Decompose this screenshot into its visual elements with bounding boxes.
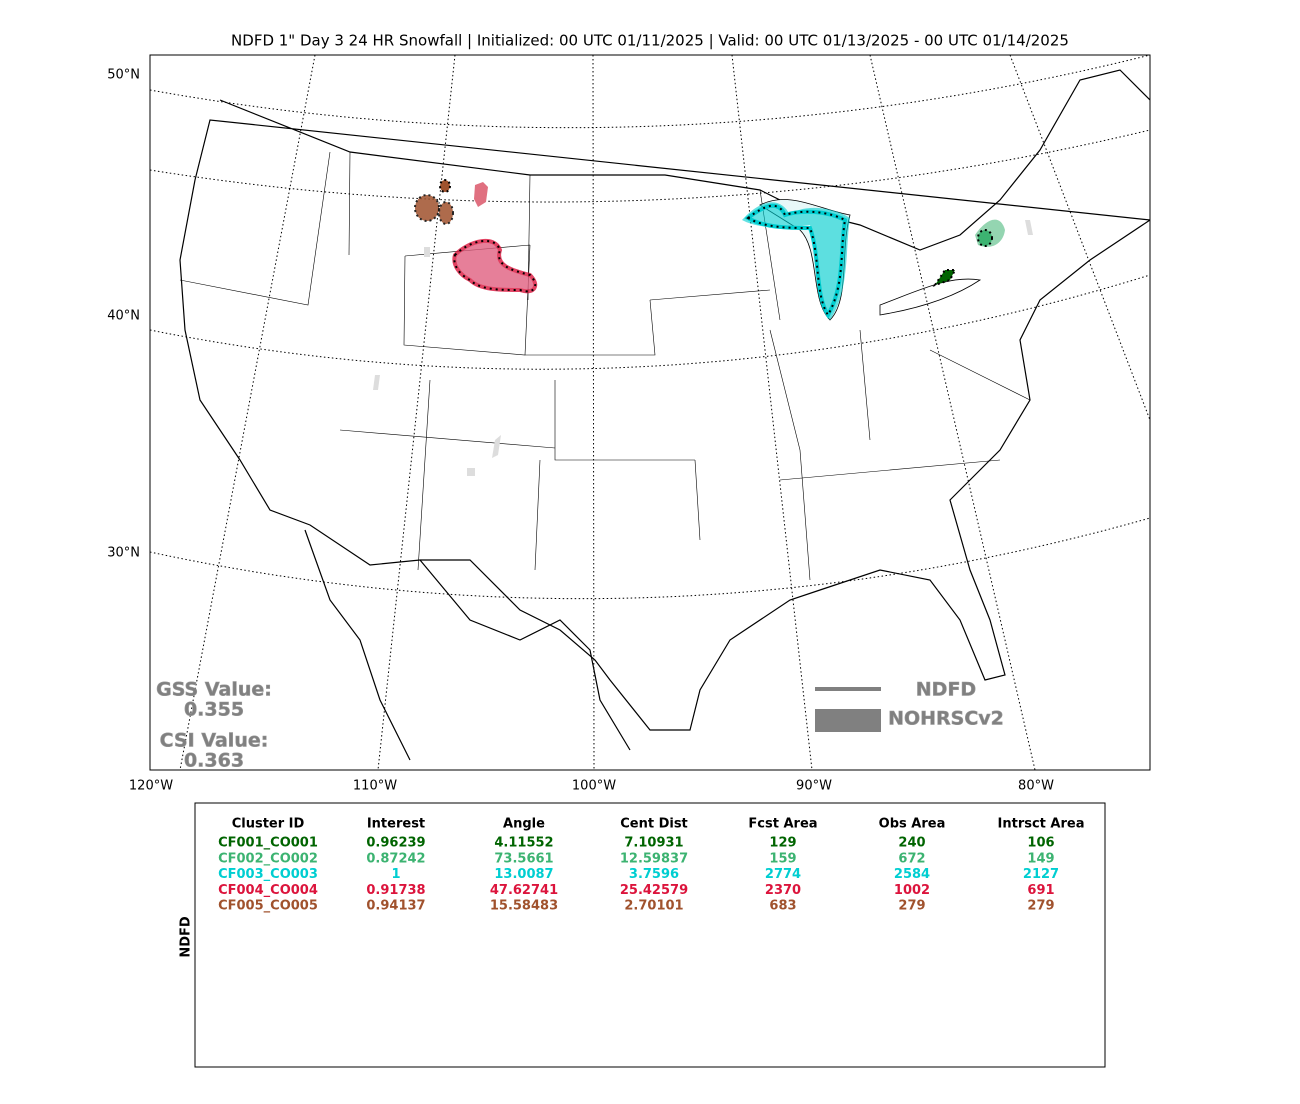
gss-label: GSS Value: bbox=[156, 679, 272, 701]
map: 50°N 40°N 30°N 120°W 110°W 100°W 90°W 80… bbox=[107, 54, 1151, 794]
table-cell: 25.42579 bbox=[620, 883, 688, 898]
column-header: Obs Area bbox=[879, 817, 946, 832]
table-cell: 7.10931 bbox=[624, 836, 683, 851]
table-side-label: NDFD bbox=[179, 916, 194, 958]
column-header: Cluster ID bbox=[232, 817, 305, 832]
lat-label: 30°N bbox=[107, 546, 140, 561]
column-header: Intrsct Area bbox=[998, 817, 1085, 832]
table-cell: 106 bbox=[1027, 836, 1054, 851]
table-cell: CF003_CO003 bbox=[218, 867, 318, 882]
legend-label: NOHRSCv2 bbox=[888, 708, 1004, 730]
legend-label: NDFD bbox=[916, 679, 976, 701]
column-header: Interest bbox=[367, 817, 425, 832]
state-lines bbox=[179, 151, 1031, 581]
clusters bbox=[414, 179, 1005, 320]
latitude-line bbox=[150, 274, 1150, 370]
longitude-line bbox=[377, 55, 456, 770]
gss-value: 0.355 bbox=[184, 699, 244, 721]
latitude-line bbox=[150, 129, 1150, 203]
table-cell: 1002 bbox=[894, 883, 930, 898]
table-cell: 13.0087 bbox=[494, 867, 553, 882]
table-cell: 3.7596 bbox=[629, 867, 679, 882]
table-cell: 12.59837 bbox=[620, 851, 688, 866]
table-cell: 2774 bbox=[765, 867, 801, 882]
fcst-area bbox=[414, 194, 440, 222]
legend-patch bbox=[815, 709, 881, 732]
table-cell: 0.91738 bbox=[366, 883, 425, 898]
lake-erie bbox=[879, 278, 982, 316]
table-cell: 2.70101 bbox=[624, 899, 683, 914]
fcst-area bbox=[438, 201, 454, 225]
latitude-line bbox=[150, 517, 1150, 600]
table-cell: 2370 bbox=[765, 883, 801, 898]
lon-label: 120°W bbox=[129, 779, 173, 794]
table-cell: 1 bbox=[391, 867, 400, 882]
table-cell: 240 bbox=[898, 836, 925, 851]
us-outline bbox=[179, 69, 1150, 731]
table-cell: CF002_CO002 bbox=[218, 851, 318, 866]
table-cell: 149 bbox=[1027, 851, 1054, 866]
obs-area bbox=[474, 182, 488, 207]
lat-label: 50°N bbox=[107, 68, 140, 83]
fcst-area bbox=[977, 229, 993, 247]
fcst-area-dots bbox=[453, 240, 537, 293]
table-cell: 683 bbox=[769, 899, 796, 914]
lon-label: 80°W bbox=[1018, 779, 1054, 794]
longitude-line bbox=[731, 55, 813, 770]
map-title: NDFD 1" Day 3 24 HR Snowfall | Initializ… bbox=[231, 32, 1069, 50]
table-cell: 2584 bbox=[894, 867, 930, 882]
stats-table: NDFD Cluster ID Interest Angle Cent Dist Fcs… bbox=[179, 802, 1106, 1068]
table-cell: CF005_CO005 bbox=[218, 899, 318, 914]
table-cell: 279 bbox=[898, 899, 925, 914]
lon-label: 110°W bbox=[353, 779, 397, 794]
table-frame bbox=[194, 802, 1106, 1068]
table-cell: 4.11552 bbox=[494, 836, 553, 851]
table-cell: 672 bbox=[898, 851, 925, 866]
table-cell: 159 bbox=[769, 851, 796, 866]
table-cell: 0.94137 bbox=[366, 899, 425, 914]
column-header: Cent Dist bbox=[620, 817, 688, 832]
table-cell: 279 bbox=[1027, 899, 1054, 914]
map-frame bbox=[149, 54, 1151, 771]
lon-label: 100°W bbox=[572, 779, 616, 794]
column-header: Fcst Area bbox=[748, 817, 817, 832]
fcst-area bbox=[932, 269, 957, 287]
fcst-area bbox=[744, 203, 848, 319]
table-cell: 47.62741 bbox=[490, 883, 558, 898]
lon-label: 90°W bbox=[796, 779, 832, 794]
table-cell: 73.5661 bbox=[494, 851, 553, 866]
longitude-line bbox=[179, 55, 316, 770]
latitude-line bbox=[150, 55, 1150, 129]
longitude-line bbox=[869, 55, 1036, 770]
fcst-area bbox=[439, 179, 451, 193]
table-cell: 2127 bbox=[1023, 867, 1059, 882]
csi-label: CSI Value: bbox=[160, 730, 269, 752]
table-cell: 15.58483 bbox=[490, 899, 558, 914]
table-cell: CF004_CO004 bbox=[218, 883, 318, 898]
longitude-line bbox=[1009, 55, 1150, 421]
fcst-area bbox=[452, 239, 538, 294]
obs-area bbox=[742, 202, 850, 320]
table-cell: 0.96239 bbox=[366, 836, 425, 851]
table-cell: 129 bbox=[769, 836, 796, 851]
table-cell: 691 bbox=[1027, 883, 1054, 898]
mexico-outline bbox=[304, 529, 631, 761]
csi-value: 0.363 bbox=[184, 750, 244, 772]
table-cell: 0.87242 bbox=[366, 851, 425, 866]
column-header: Angle bbox=[503, 817, 545, 832]
lat-label: 40°N bbox=[107, 309, 140, 324]
table-cell: CF001_CO001 bbox=[218, 836, 318, 851]
